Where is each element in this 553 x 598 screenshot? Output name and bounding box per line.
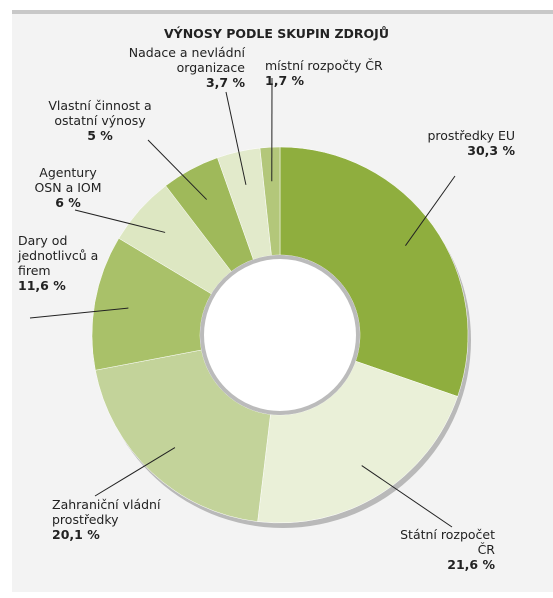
- slice-label: Dary od jednotlivců a firem 11,6 %: [18, 233, 108, 293]
- leader-line: [361, 465, 453, 528]
- value-label: 1,7 %: [265, 73, 305, 88]
- leader-line: [147, 139, 208, 200]
- value-label: 11,6 %: [18, 278, 66, 293]
- slice-label: Vlastní činnost a ostatní výnosy 5 %: [40, 98, 160, 143]
- value-label: 5 %: [87, 128, 113, 143]
- slice-label: Státní rozpočet ČR 21,6 %: [380, 527, 495, 572]
- leader-line: [94, 447, 176, 497]
- category-label: místní rozpočty ČR: [265, 58, 383, 73]
- value-label: 6 %: [55, 195, 81, 210]
- slice-label: prostředky EU 30,3 %: [400, 128, 515, 158]
- category-label: Státní rozpočet ČR: [400, 527, 495, 557]
- value-label: 3,7 %: [205, 75, 245, 90]
- value-label: 20,1 %: [52, 527, 100, 542]
- value-label: 21,6 %: [447, 557, 495, 572]
- slice-label: Nadace a nevládní organizace 3,7 %: [60, 45, 245, 90]
- value-label: 30,3 %: [467, 143, 515, 158]
- slice-label: Agentury OSN a IOM 6 %: [28, 165, 108, 210]
- slice-label: místní rozpočty ČR 1,7 %: [265, 58, 405, 88]
- category-label: Vlastní činnost a ostatní výnosy: [48, 98, 152, 128]
- slice-label: Zahraniční vládní prostředky 20,1 %: [52, 497, 202, 542]
- category-label: Dary od jednotlivců a firem: [18, 233, 99, 278]
- leader-line: [74, 209, 166, 233]
- donut-hole: [200, 255, 360, 415]
- category-label: prostředky EU: [427, 128, 515, 143]
- category-label: Nadace a nevládní organizace: [128, 45, 245, 75]
- leader-line: [405, 175, 456, 246]
- leader-line: [29, 307, 129, 319]
- leader-line: [225, 91, 247, 185]
- chart-title: VÝNOSY PODLE SKUPIN ZDROJŮ: [164, 26, 389, 41]
- category-label: Agentury OSN a IOM: [34, 165, 102, 195]
- category-label: Zahraniční vládní prostředky: [52, 497, 161, 527]
